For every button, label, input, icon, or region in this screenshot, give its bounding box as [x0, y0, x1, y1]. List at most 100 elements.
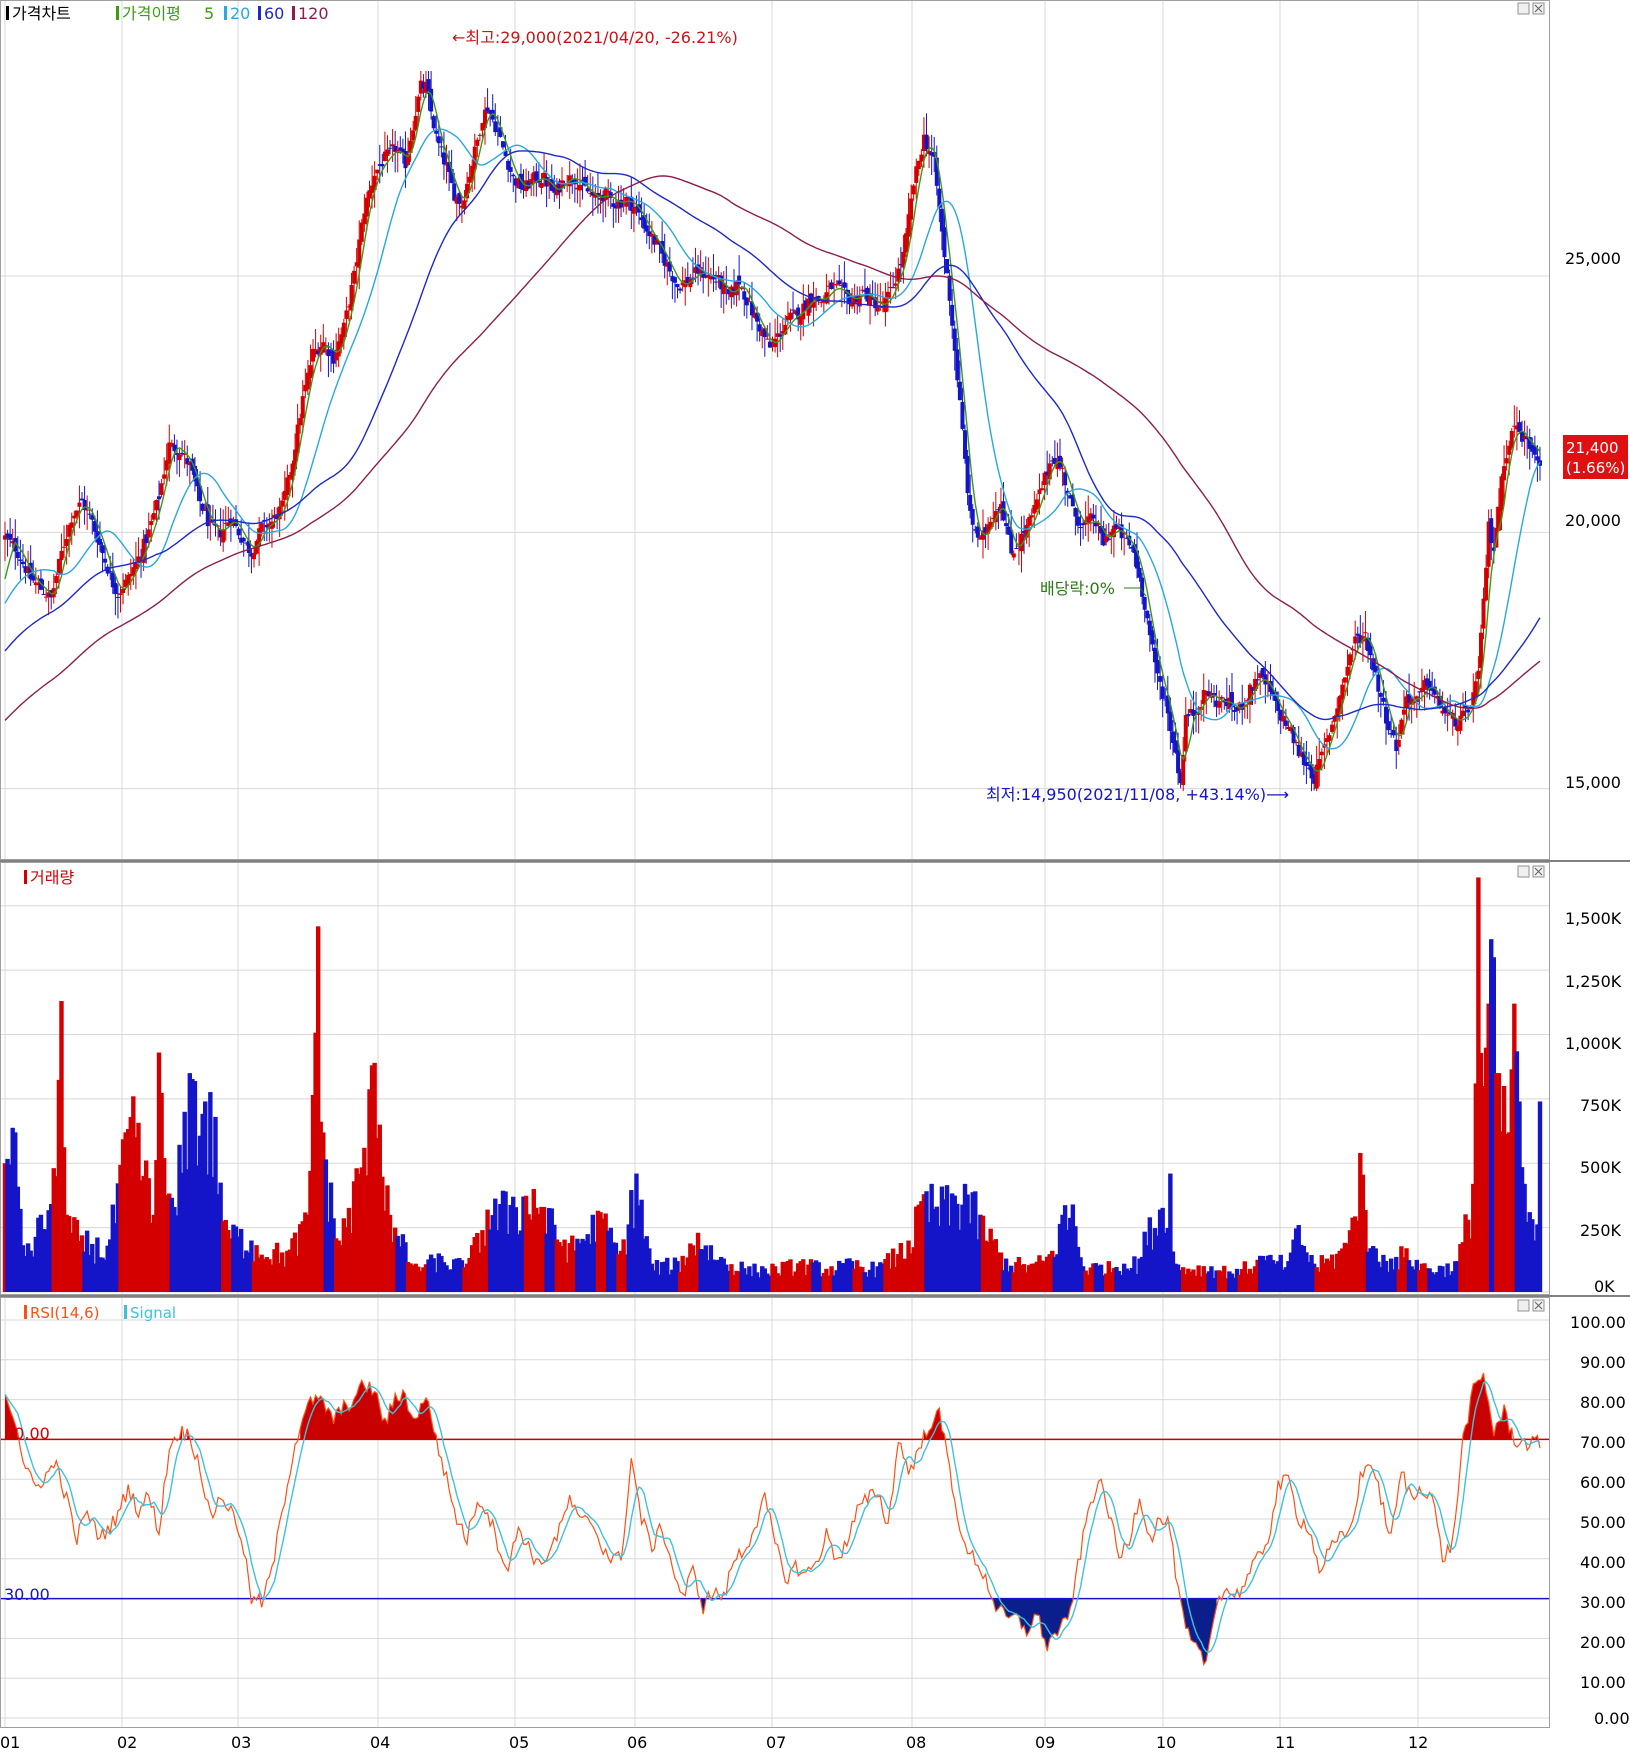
candle-body: [118, 593, 123, 595]
volume-bar: [1037, 1255, 1042, 1292]
volume-bar: [23, 1255, 28, 1292]
volume-bar: [890, 1248, 896, 1292]
volume-bar: [377, 1124, 382, 1292]
volume-bar: [636, 1205, 642, 1292]
panel-maximize-icon[interactable]: [1517, 1299, 1530, 1312]
candle-body: [539, 182, 544, 188]
candle-body: [665, 263, 670, 267]
volume-bar: [1034, 1261, 1040, 1292]
volume-bar: [1465, 1219, 1471, 1292]
volume-bar: [1314, 1267, 1319, 1292]
volume-bar: [973, 1191, 978, 1292]
candle-body: [226, 522, 231, 527]
candle: [1481, 587, 1486, 640]
volume-bar: [983, 1240, 988, 1292]
volume-bar: [372, 1062, 377, 1292]
candle: [906, 192, 911, 249]
candle: [988, 516, 993, 530]
candle-body: [557, 181, 562, 193]
volume-bar: [77, 1240, 82, 1292]
volume-bar: [1458, 1244, 1463, 1292]
volume-bar: [295, 1255, 300, 1292]
candle-body: [1173, 740, 1178, 753]
candle-body: [1022, 530, 1027, 534]
candle-body: [80, 498, 85, 501]
volume-bar: [1075, 1246, 1081, 1292]
candle: [685, 262, 690, 286]
candle-body: [1386, 721, 1391, 731]
volume-bar: [1345, 1243, 1350, 1292]
volume-bar: [967, 1223, 973, 1292]
volume-bar: [1322, 1263, 1327, 1292]
candle: [901, 234, 906, 284]
volume-bar: [1091, 1263, 1096, 1292]
candle-body: [431, 116, 436, 129]
volume-bar: [847, 1258, 852, 1292]
ma120-line: [4, 175, 1541, 721]
candle-body: [295, 424, 300, 453]
candle: [388, 140, 393, 155]
candle: [177, 449, 182, 477]
volume-bar: [806, 1264, 811, 1292]
candle-body: [755, 312, 760, 322]
candle-body: [1086, 516, 1091, 524]
candle-body: [934, 157, 939, 186]
candle-body: [110, 572, 115, 588]
volume-bar: [644, 1236, 649, 1292]
volume-bar: [20, 1245, 26, 1292]
volume-bar: [803, 1275, 809, 1292]
candle: [1281, 699, 1286, 729]
candle: [72, 510, 77, 536]
rsi-oversold-area: [993, 1598, 1073, 1652]
volume-bar: [400, 1234, 406, 1292]
candle: [1160, 674, 1165, 718]
candle: [1371, 653, 1376, 677]
candle: [151, 501, 156, 522]
candle: [1152, 639, 1157, 683]
volume-bar: [477, 1252, 483, 1292]
volume-bar: [1109, 1272, 1114, 1292]
candle-body: [223, 522, 228, 524]
volume-bar: [72, 1217, 77, 1292]
volume-bar: [1029, 1263, 1034, 1292]
candle-body: [1332, 715, 1337, 722]
candle-body: [1299, 752, 1304, 757]
candle-body: [475, 139, 480, 146]
candle-body: [927, 150, 932, 155]
volume-bar: [441, 1262, 447, 1292]
candle-body: [346, 306, 351, 308]
candle-body: [721, 283, 726, 295]
volume-bar: [1383, 1260, 1389, 1292]
candle-body: [259, 523, 264, 532]
candle: [354, 247, 359, 285]
volume-bar: [613, 1242, 619, 1292]
candle-body: [611, 203, 616, 207]
candle: [146, 512, 151, 548]
volume-bar: [1044, 1256, 1050, 1292]
candle-body: [495, 129, 500, 132]
volume-bar: [942, 1199, 947, 1292]
volume-bar: [567, 1243, 572, 1292]
candle-body: [898, 263, 903, 266]
candle: [798, 315, 803, 341]
candle: [421, 74, 426, 98]
candle-body: [829, 282, 834, 289]
candle-body: [924, 134, 929, 150]
price-panel-buttons[interactable]: [1517, 2, 1545, 15]
volume-bar: [980, 1215, 986, 1292]
panel-maximize-icon[interactable]: [1517, 2, 1530, 15]
candle-body: [1152, 647, 1157, 663]
min-price-annotation: 최저:14,950(2021/11/08, +43.14%)⟶: [986, 785, 1289, 804]
candle: [1312, 766, 1317, 791]
volume-panel-buttons[interactable]: [1517, 865, 1545, 878]
candle: [1535, 445, 1540, 482]
candle-body: [31, 575, 36, 581]
candle: [744, 297, 749, 319]
candle-body: [534, 171, 539, 183]
candle-body: [1188, 708, 1193, 713]
rsi-panel-buttons[interactable]: [1517, 1299, 1545, 1312]
candle-body: [1034, 499, 1039, 510]
volume-bar: [742, 1268, 747, 1292]
candle: [244, 542, 249, 546]
panel-maximize-icon[interactable]: [1517, 865, 1530, 878]
